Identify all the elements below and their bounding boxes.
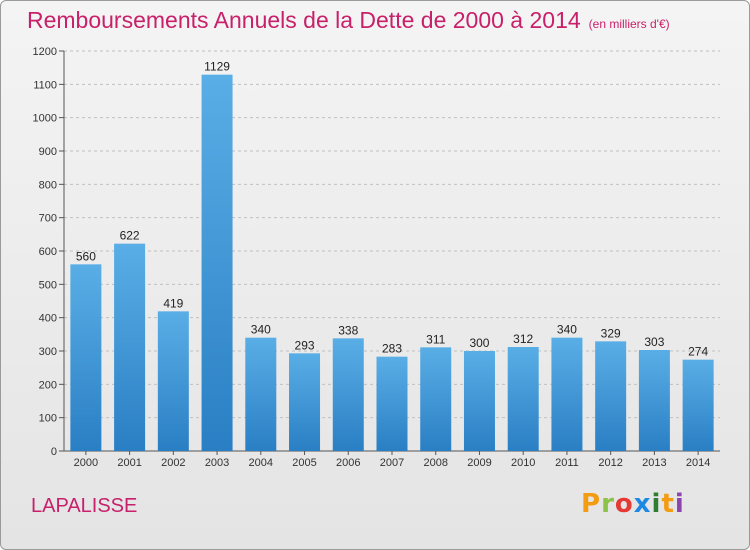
bar bbox=[201, 74, 233, 452]
y-tick-label: 700 bbox=[39, 213, 57, 225]
y-tick-label: 800 bbox=[39, 179, 57, 191]
bar bbox=[70, 264, 102, 451]
bar bbox=[507, 347, 539, 451]
x-tick-label: 2011 bbox=[555, 457, 579, 469]
x-tick-label: 2012 bbox=[598, 457, 622, 469]
bar-value-label: 340 bbox=[557, 323, 577, 337]
chart-subtitle: (en milliers d'€) bbox=[588, 17, 670, 31]
commune-name: LAPALISSE bbox=[31, 495, 138, 517]
bar bbox=[595, 341, 627, 451]
bar-value-label: 622 bbox=[120, 229, 140, 243]
logo-letter: P bbox=[581, 489, 602, 519]
bar bbox=[289, 353, 321, 451]
x-tick-label: 2003 bbox=[205, 457, 229, 469]
bar-value-label: 329 bbox=[601, 326, 621, 340]
y-tick-label: 1200 bbox=[33, 46, 57, 58]
x-tick-label: 2001 bbox=[117, 457, 141, 469]
x-tick-label: 2002 bbox=[161, 457, 185, 469]
logo-letter: i bbox=[674, 489, 685, 519]
bar-value-label: 303 bbox=[644, 335, 664, 349]
bar bbox=[157, 311, 189, 451]
logo-letter: i bbox=[651, 489, 662, 519]
bar-value-label: 340 bbox=[251, 323, 271, 337]
bar bbox=[551, 337, 583, 451]
y-tick-label: 600 bbox=[39, 246, 57, 258]
bar bbox=[332, 338, 364, 451]
bar bbox=[376, 356, 408, 451]
bar bbox=[420, 347, 452, 451]
x-tick-label: 2000 bbox=[74, 457, 98, 469]
chart-title: Remboursements Annuels de la Dette de 20… bbox=[27, 7, 670, 34]
y-tick-label: 900 bbox=[39, 146, 57, 158]
x-tick-label: 2007 bbox=[380, 457, 404, 469]
y-tick-label: 0 bbox=[51, 446, 57, 458]
bar-value-label: 300 bbox=[469, 336, 489, 350]
y-tick-label: 400 bbox=[39, 313, 57, 325]
x-tick-label: 2009 bbox=[467, 457, 491, 469]
x-tick-label: 2004 bbox=[249, 457, 273, 469]
logo-letter: r bbox=[601, 489, 615, 519]
bar-value-label: 419 bbox=[163, 296, 183, 310]
bar-value-label: 338 bbox=[338, 323, 358, 337]
bar-value-label: 311 bbox=[426, 332, 445, 346]
y-tick-label: 300 bbox=[39, 346, 57, 358]
bar bbox=[463, 351, 495, 451]
bar-value-label: 560 bbox=[76, 249, 96, 263]
x-tick-label: 2006 bbox=[336, 457, 360, 469]
x-tick-label: 2010 bbox=[511, 457, 535, 469]
x-tick-label: 2005 bbox=[292, 457, 316, 469]
bar-value-label: 274 bbox=[688, 345, 708, 359]
logo-letter: o bbox=[614, 489, 634, 519]
x-tick-label: 2008 bbox=[423, 457, 447, 469]
bar bbox=[114, 243, 146, 451]
y-tick-label: 500 bbox=[39, 279, 57, 291]
y-tick-label: 200 bbox=[39, 379, 57, 391]
x-tick-label: 2013 bbox=[642, 457, 666, 469]
bar bbox=[682, 359, 714, 451]
title-text: Remboursements Annuels de la Dette de 20… bbox=[27, 7, 581, 33]
bar-value-label: 283 bbox=[382, 342, 402, 356]
y-tick-label: 1100 bbox=[33, 79, 57, 91]
bar bbox=[638, 350, 670, 451]
bar-value-label: 312 bbox=[513, 332, 533, 346]
x-tick-label: 2014 bbox=[686, 457, 710, 469]
bar-value-label: 1129 bbox=[204, 60, 230, 74]
y-tick-label: 100 bbox=[39, 413, 57, 425]
bar-value-label: 293 bbox=[295, 338, 315, 352]
y-tick-label: 1000 bbox=[33, 113, 57, 125]
bar bbox=[245, 337, 277, 451]
proxiti-logo: Proxiti bbox=[581, 489, 685, 519]
logo-letter: x bbox=[633, 489, 652, 519]
logo-letter: t bbox=[661, 489, 675, 519]
